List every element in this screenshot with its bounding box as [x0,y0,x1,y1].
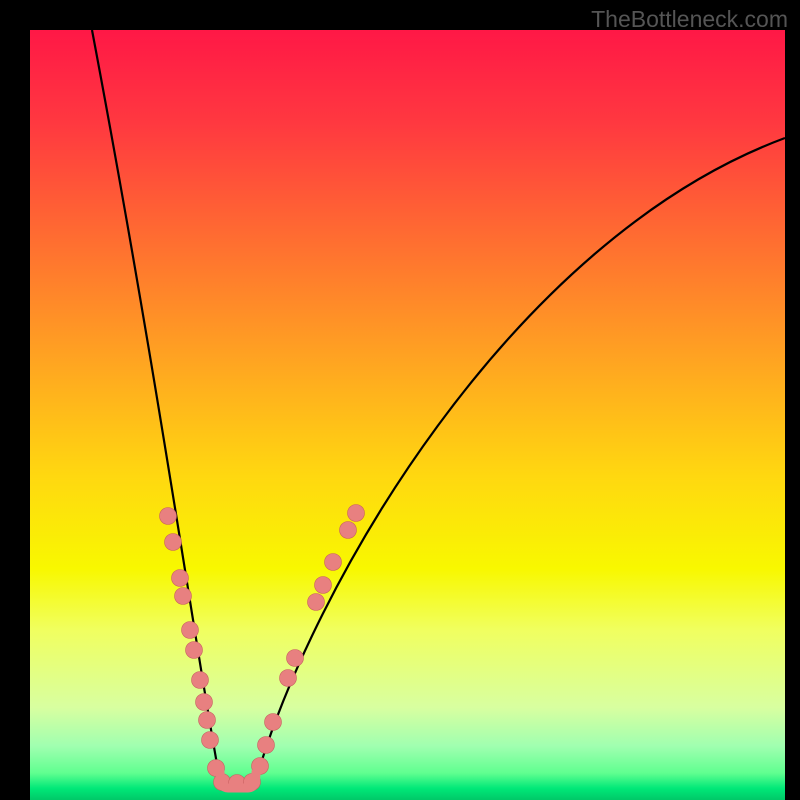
data-marker [182,622,199,639]
data-marker [160,508,177,525]
watermark-text: TheBottleneck.com [591,6,788,33]
chart-svg [30,30,785,800]
data-marker [186,642,203,659]
data-marker [172,570,189,587]
data-marker [258,737,275,754]
data-marker [192,672,209,689]
data-marker [280,670,297,687]
data-marker [308,594,325,611]
data-marker [348,505,365,522]
data-marker [325,554,342,571]
data-marker [175,588,192,605]
data-marker [199,712,216,729]
data-marker [315,577,332,594]
data-marker [202,732,219,749]
gradient-background [30,30,785,800]
data-marker [340,522,357,539]
chart-plot-area [30,30,785,800]
data-marker [196,694,213,711]
data-marker [165,534,182,551]
data-marker [265,714,282,731]
data-marker [287,650,304,667]
